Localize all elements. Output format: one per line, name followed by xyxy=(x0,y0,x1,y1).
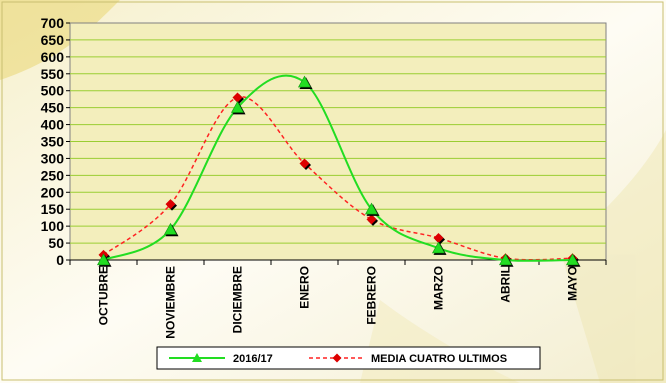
y-tick-label: 350 xyxy=(41,134,65,150)
legend-marker xyxy=(192,353,202,362)
y-tick-label: 550 xyxy=(41,66,65,82)
y-tick-label: 400 xyxy=(41,117,65,133)
y-tick-label: 600 xyxy=(41,49,65,65)
legend-label-2016-17: 2016/17 xyxy=(233,353,273,365)
legend: 2016/17 MEDIA CUATRO ULTIMOS xyxy=(156,346,541,370)
data-point xyxy=(565,253,580,266)
data-point xyxy=(297,75,312,88)
data-point xyxy=(165,199,176,210)
y-tick-label: 700 xyxy=(41,15,65,31)
x-tick-label: MAYO xyxy=(566,266,580,301)
series-layer xyxy=(96,74,581,267)
y-tick-label: 250 xyxy=(41,167,65,183)
x-tick-label: NOVIEMBRE xyxy=(164,266,178,339)
legend-marker xyxy=(332,353,342,363)
data-point xyxy=(433,232,444,243)
y-axis: 0501001502002503003504004505005506006507… xyxy=(41,15,70,268)
x-tick-label: DICIEMBRE xyxy=(231,266,245,333)
x-tick-label: ABRIL xyxy=(499,266,513,303)
data-point xyxy=(299,158,310,169)
data-point xyxy=(230,101,245,113)
x-tick-label: OCTUBRE xyxy=(97,266,111,325)
y-tick-label: 100 xyxy=(41,218,65,234)
series-media-cuatro-ultimos xyxy=(98,92,579,265)
series-line xyxy=(103,74,573,262)
data-point xyxy=(431,241,446,254)
data-point xyxy=(498,253,513,266)
y-tick-label: 50 xyxy=(48,235,64,251)
y-tick-label: 0 xyxy=(56,252,64,268)
x-tick-label: FEBRERO xyxy=(365,266,379,325)
series-line xyxy=(103,96,573,261)
y-tick-label: 200 xyxy=(41,184,65,200)
y-tick-label: 650 xyxy=(41,32,65,48)
x-tick-label: MARZO xyxy=(432,266,446,310)
x-tick-label: ENERO xyxy=(298,266,312,309)
y-tick-label: 300 xyxy=(41,150,65,166)
legend-box xyxy=(156,346,541,370)
x-axis: OCTUBRE NOVIEMBRE DICIEMBRE ENERO FEBRERO MAR… xyxy=(69,260,607,339)
data-point xyxy=(364,202,379,215)
data-point xyxy=(366,214,377,225)
y-tick-label: 450 xyxy=(41,100,65,116)
data-point xyxy=(163,222,178,235)
data-point xyxy=(96,253,111,266)
series-2016-17 xyxy=(96,74,581,267)
y-tick-label: 150 xyxy=(41,201,65,217)
data-point xyxy=(232,92,243,103)
y-tick-label: 500 xyxy=(41,83,65,99)
legend-label-media: MEDIA CUATRO ULTIMOS xyxy=(371,353,507,365)
